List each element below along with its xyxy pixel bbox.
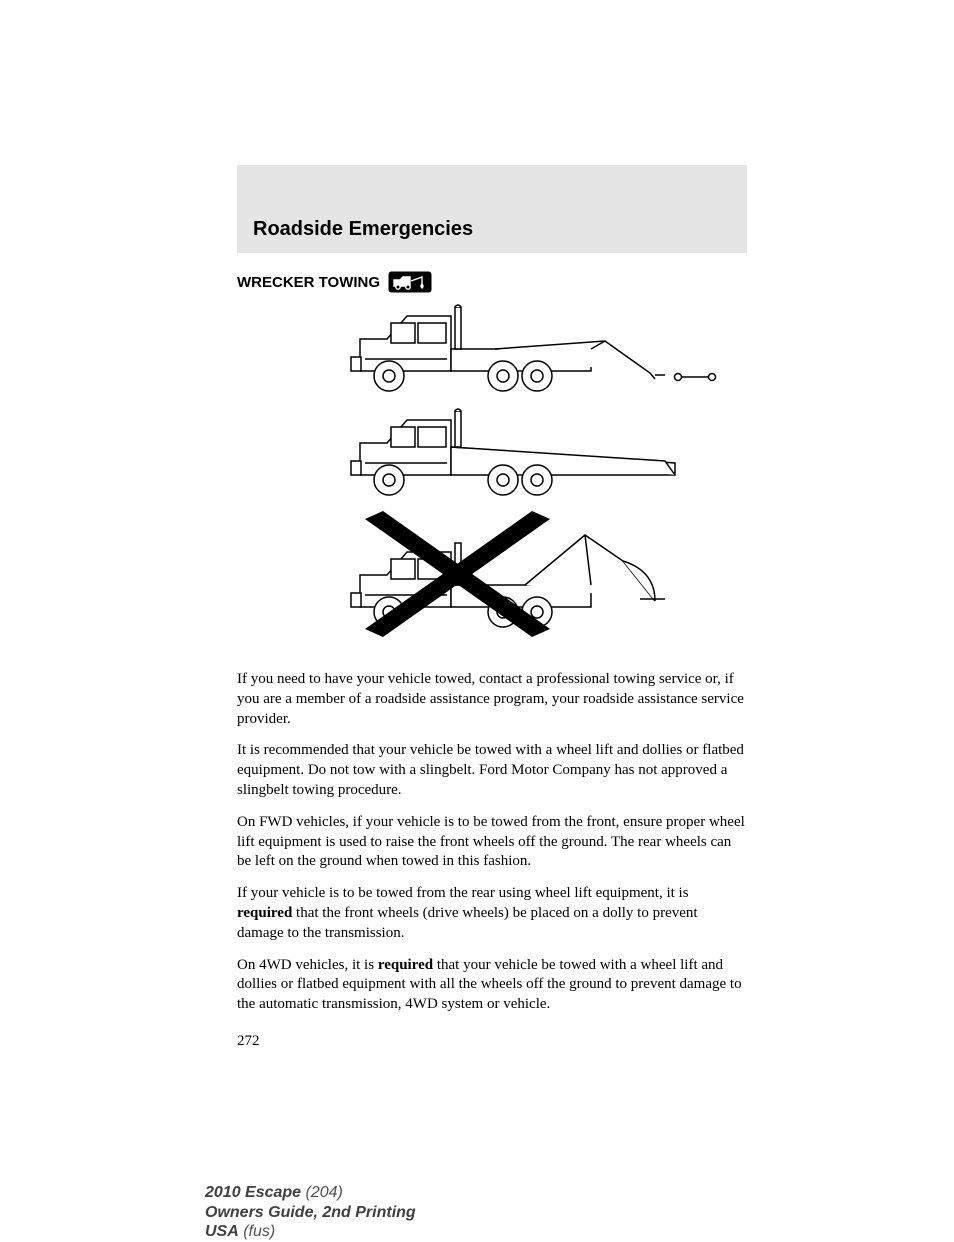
p4-required: required (237, 905, 292, 921)
page-content: Roadside Emergencies WRECKER TOWING (237, 165, 747, 1050)
footer-line-2: Owners Guide, 2nd Printing (205, 1203, 416, 1223)
truck-wheel-lift (351, 305, 716, 391)
wrecker-towing-icon (388, 271, 432, 293)
truck-slingbelt-prohibited (351, 511, 665, 637)
footer-line-3: USA (fus) (205, 1222, 416, 1242)
footer-model-code: (204) (301, 1184, 343, 1201)
chapter-header-bar: Roadside Emergencies (237, 165, 747, 253)
paragraph-4: If your vehicle is to be towed from the … (237, 884, 747, 943)
p4-part-a: If your vehicle is to be towed from the … (237, 885, 689, 901)
p5-required: required (378, 957, 433, 973)
section-heading-row: WRECKER TOWING (237, 271, 747, 293)
p5-part-a: On 4WD vehicles, it is (237, 957, 378, 973)
truck-flatbed (351, 409, 675, 495)
footer-line-1: 2010 Escape (204) (205, 1183, 416, 1203)
footer-model: 2010 Escape (205, 1184, 301, 1201)
footer-region: USA (205, 1223, 239, 1240)
paragraph-2: It is recommended that your vehicle be t… (237, 741, 747, 800)
paragraph-3: On FWD vehicles, if your vehicle is to b… (237, 813, 747, 872)
footer-region-code: (fus) (239, 1223, 275, 1240)
footer-block: 2010 Escape (204) Owners Guide, 2nd Prin… (205, 1183, 416, 1242)
paragraph-5: On 4WD vehicles, it is required that you… (237, 956, 747, 1015)
page-number: 272 (237, 1033, 747, 1050)
section-title: WRECKER TOWING (237, 274, 380, 291)
chapter-title: Roadside Emergencies (253, 218, 473, 241)
paragraph-1: If you need to have your vehicle towed, … (237, 670, 747, 729)
towing-illustration (237, 301, 747, 651)
p4-part-c: that the front wheels (drive wheels) be … (237, 905, 698, 941)
